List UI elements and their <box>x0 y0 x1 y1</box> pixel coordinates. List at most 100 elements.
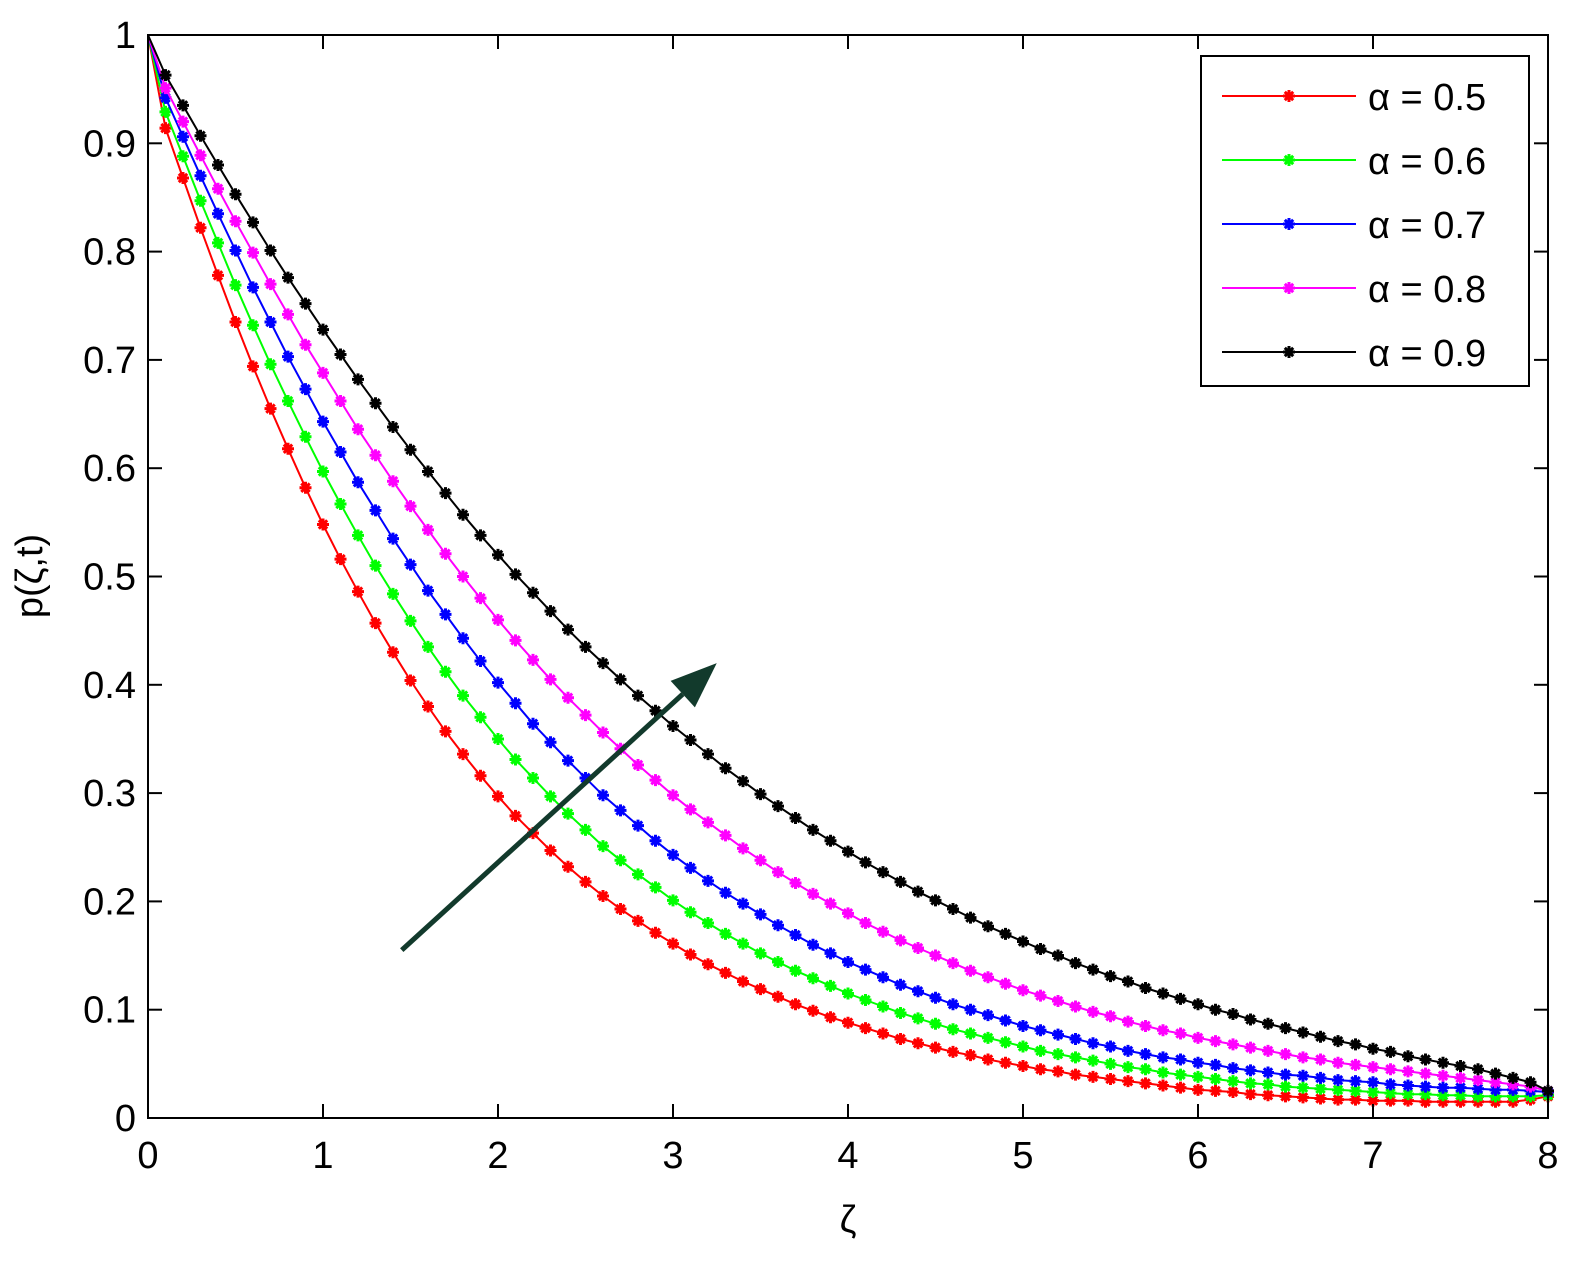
data-point <box>212 236 224 249</box>
data-point <box>299 297 312 310</box>
data-point <box>527 586 539 599</box>
data-point <box>177 130 189 143</box>
data-point <box>754 947 767 960</box>
data-point <box>789 964 802 977</box>
data-point <box>369 617 382 630</box>
data-point <box>842 987 854 1000</box>
data-point <box>1052 995 1064 1008</box>
data-point <box>982 1009 994 1022</box>
data-point <box>894 1006 907 1019</box>
data-point <box>317 465 329 478</box>
data-point <box>737 975 749 988</box>
data-point <box>369 559 382 572</box>
data-point <box>422 640 434 653</box>
data-point <box>474 769 487 782</box>
data-point <box>1297 1051 1309 1064</box>
data-point <box>929 1041 942 1054</box>
data-point <box>1384 1063 1397 1076</box>
data-point <box>597 657 609 670</box>
data-point <box>1104 970 1117 983</box>
data-point <box>1402 1094 1414 1107</box>
data-point <box>509 634 522 647</box>
data-point <box>317 366 329 379</box>
data-point <box>1384 1078 1397 1091</box>
data-point <box>1262 1078 1274 1091</box>
data-point <box>1367 1076 1379 1089</box>
tick-layer: 0 1 2 3 4 5 6 7 8 0 0.1 0.2 0.3 0.4 0.5 0.6 0.7 0.8 0.9 1 <box>83 15 1558 1177</box>
data-point <box>404 674 417 687</box>
data-point <box>1157 1066 1169 1079</box>
data-point <box>894 875 907 888</box>
data-point <box>859 917 872 930</box>
data-point <box>177 171 189 184</box>
data-point <box>317 323 329 336</box>
data-point <box>439 547 452 560</box>
data-point <box>194 221 207 234</box>
data-point <box>1279 1080 1292 1093</box>
legend-marker <box>1283 154 1295 166</box>
data-point <box>999 927 1012 940</box>
data-point <box>264 244 277 257</box>
data-point <box>1454 1089 1467 1102</box>
data-point <box>1314 1053 1327 1066</box>
data-point <box>649 926 662 939</box>
data-point <box>562 754 574 767</box>
data-point <box>1209 1084 1222 1097</box>
data-point <box>1402 1079 1414 1092</box>
data-point <box>1332 1035 1344 1048</box>
data-point <box>562 623 574 636</box>
data-point <box>754 908 767 921</box>
data-point <box>684 803 697 816</box>
data-point <box>912 985 924 998</box>
data-point <box>334 497 347 510</box>
data-point <box>229 188 242 201</box>
legend-entry: α = 0.7 <box>1222 205 1486 247</box>
data-point <box>247 246 259 259</box>
data-point <box>1419 1095 1432 1108</box>
data-point <box>737 897 749 910</box>
data-point <box>1122 975 1134 988</box>
data-point <box>1384 1045 1397 1058</box>
data-point <box>667 894 679 907</box>
data-point <box>667 789 679 802</box>
data-point <box>1472 1074 1484 1087</box>
data-point <box>1174 992 1187 1005</box>
data-point <box>649 881 662 894</box>
legend-label: α = 0.6 <box>1368 141 1486 183</box>
data-point <box>352 423 364 436</box>
data-point <box>1279 1048 1292 1061</box>
data-point <box>1192 1083 1204 1096</box>
data-point <box>649 774 662 787</box>
legend: α = 0.5 α = 0.6 α = 0.7 α = 0.8 α = 0.9 <box>1200 55 1530 387</box>
data-point <box>544 790 557 803</box>
data-point <box>702 917 714 930</box>
data-point <box>1192 1056 1204 1069</box>
data-point <box>159 105 172 118</box>
series-3 <box>147 34 1554 1099</box>
data-point <box>877 866 889 879</box>
data-point <box>1034 943 1047 956</box>
arrow-head <box>670 663 717 708</box>
data-point <box>999 977 1012 990</box>
data-point <box>1157 1079 1169 1092</box>
data-point <box>247 360 259 373</box>
data-point <box>1384 1094 1397 1107</box>
x-tick-label: 3 <box>662 1135 683 1177</box>
data-point <box>457 689 469 702</box>
data-point <box>1069 1068 1082 1081</box>
data-point <box>1314 1071 1327 1084</box>
data-point <box>439 725 452 738</box>
data-point <box>562 807 574 820</box>
x-tick-label: 6 <box>1187 1135 1208 1177</box>
y-tick-label: 0.4 <box>83 665 136 707</box>
data-point <box>1349 1058 1362 1071</box>
data-point <box>719 927 732 940</box>
data-point <box>439 487 452 500</box>
data-point <box>1209 1058 1222 1071</box>
data-point <box>579 709 592 722</box>
data-point <box>579 875 592 888</box>
data-point <box>947 902 959 915</box>
data-point <box>247 319 259 332</box>
data-point <box>807 1004 819 1017</box>
data-point <box>929 991 942 1004</box>
